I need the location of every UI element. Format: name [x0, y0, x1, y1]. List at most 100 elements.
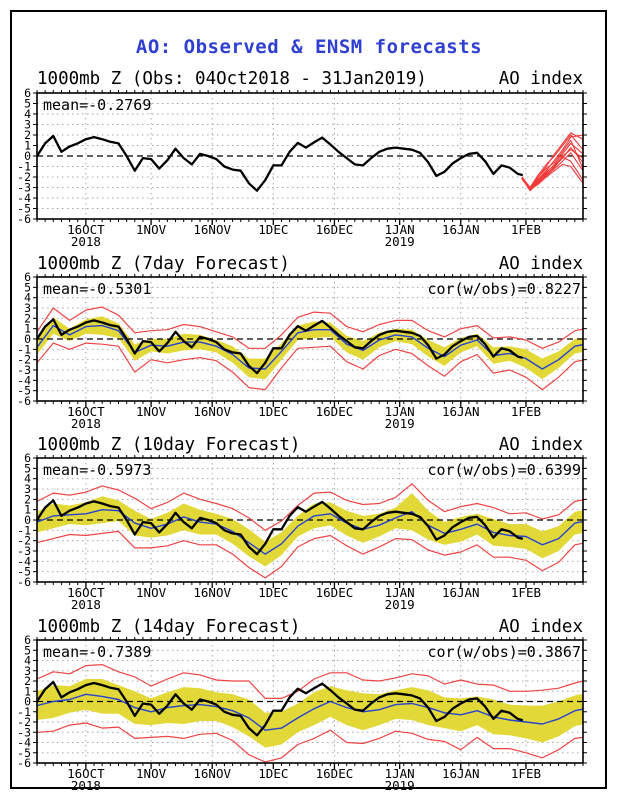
svg-text:16NOV: 16NOV	[193, 404, 231, 419]
svg-text:-3: -3	[17, 725, 31, 739]
panel-1-stats: mean=-0.2769	[43, 97, 581, 113]
svg-text:16NOV: 16NOV	[193, 766, 231, 781]
svg-text:1JAN: 1JAN	[385, 404, 415, 419]
svg-text:-3: -3	[17, 181, 31, 195]
svg-text:16JAN: 16JAN	[442, 585, 480, 600]
panel-3-header: 1000mb Z (10day Forecast) AO index	[37, 435, 583, 455]
svg-text:16DEC: 16DEC	[316, 585, 354, 600]
svg-text:-2: -2	[17, 534, 31, 548]
svg-text:-6: -6	[17, 394, 31, 408]
panel-4-stats: mean=-0.7389 cor(w/obs)=0.3867	[43, 644, 581, 660]
svg-text:-3: -3	[17, 544, 31, 558]
svg-text:16NOV: 16NOV	[193, 222, 231, 237]
svg-text:2019: 2019	[385, 234, 415, 249]
svg-text:-1: -1	[17, 342, 31, 356]
svg-text:16OCT: 16OCT	[67, 585, 105, 600]
svg-text:-1: -1	[17, 160, 31, 174]
panel-2-mean-label: mean=-0.5301	[43, 280, 152, 298]
svg-text:-1: -1	[17, 705, 31, 719]
svg-text:3: 3	[24, 301, 31, 315]
panel-2-cor-label: cor(w/obs)=0.8227	[427, 280, 581, 298]
panel-4-mean-label: mean=-0.7389	[43, 643, 152, 661]
svg-text:2019: 2019	[385, 416, 415, 431]
svg-text:-6: -6	[17, 575, 31, 589]
svg-text:-2: -2	[17, 170, 31, 184]
svg-text:1FEB: 1FEB	[511, 404, 541, 419]
svg-text:1JAN: 1JAN	[385, 766, 415, 781]
svg-text:-5: -5	[17, 384, 31, 398]
svg-text:1: 1	[24, 139, 31, 153]
svg-text:1: 1	[24, 503, 31, 517]
svg-text:-4: -4	[17, 736, 31, 750]
svg-text:-4: -4	[17, 554, 31, 568]
svg-text:4: 4	[24, 291, 31, 305]
svg-text:0: 0	[24, 332, 31, 346]
svg-text:0: 0	[24, 149, 31, 163]
svg-text:16JAN: 16JAN	[442, 404, 480, 419]
svg-text:2018: 2018	[71, 416, 101, 431]
svg-text:2019: 2019	[385, 778, 415, 793]
panel-2-stats: mean=-0.5301 cor(w/obs)=0.8227	[43, 281, 581, 297]
svg-text:1: 1	[24, 684, 31, 698]
svg-text:4: 4	[24, 472, 31, 486]
panel-1-title: 1000mb Z (Obs: 04Oct2018 - 31Jan2019)	[37, 69, 427, 89]
panel-4-header: 1000mb Z (14day Forecast) AO index	[37, 617, 583, 637]
svg-text:1FEB: 1FEB	[511, 222, 541, 237]
svg-text:3: 3	[24, 482, 31, 496]
svg-text:5: 5	[24, 461, 31, 475]
svg-text:-6: -6	[17, 756, 31, 770]
svg-text:1NOV: 1NOV	[136, 222, 167, 237]
svg-text:-1: -1	[17, 523, 31, 537]
svg-text:1FEB: 1FEB	[511, 585, 541, 600]
svg-text:16NOV: 16NOV	[193, 585, 231, 600]
svg-text:1DEC: 1DEC	[258, 222, 288, 237]
figure-title: AO: Observed & ENSM forecasts	[135, 36, 483, 58]
panel-4-axis-label: AO index	[498, 617, 583, 637]
svg-text:-2: -2	[17, 353, 31, 367]
svg-text:-4: -4	[17, 373, 31, 387]
panel-2-header: 1000mb Z (7day Forecast) AO index	[37, 254, 583, 274]
svg-text:-5: -5	[17, 202, 31, 216]
svg-text:5: 5	[24, 280, 31, 294]
svg-text:16OCT: 16OCT	[67, 222, 105, 237]
svg-text:1DEC: 1DEC	[258, 404, 288, 419]
svg-text:2018: 2018	[71, 778, 101, 793]
svg-text:1DEC: 1DEC	[258, 585, 288, 600]
panel-3-mean-label: mean=-0.5973	[43, 461, 152, 479]
svg-text:1DEC: 1DEC	[258, 766, 288, 781]
svg-text:16DEC: 16DEC	[316, 404, 354, 419]
svg-text:3: 3	[24, 118, 31, 132]
panel-4-cor-label: cor(w/obs)=0.3867	[427, 643, 581, 661]
panel-1-mean-label: mean=-0.2769	[43, 96, 152, 114]
svg-text:2018: 2018	[71, 234, 101, 249]
svg-text:3: 3	[24, 664, 31, 678]
panel-2-title: 1000mb Z (7day Forecast)	[37, 254, 290, 274]
svg-text:16DEC: 16DEC	[316, 222, 354, 237]
svg-text:16DEC: 16DEC	[316, 766, 354, 781]
panel-3-axis-label: AO index	[498, 435, 583, 455]
svg-text:1NOV: 1NOV	[136, 585, 167, 600]
svg-text:-6: -6	[17, 212, 31, 226]
figure-border	[10, 10, 607, 789]
svg-text:4: 4	[24, 107, 31, 121]
svg-text:0: 0	[24, 513, 31, 527]
svg-text:1JAN: 1JAN	[385, 222, 415, 237]
svg-text:1FEB: 1FEB	[511, 766, 541, 781]
panel-2-axis-label: AO index	[498, 254, 583, 274]
panel-1-header: 1000mb Z (Obs: 04Oct2018 - 31Jan2019) AO…	[37, 69, 583, 89]
svg-text:6: 6	[24, 633, 31, 647]
svg-text:4: 4	[24, 654, 31, 668]
svg-text:2: 2	[24, 674, 31, 688]
panel-4-title: 1000mb Z (14day Forecast)	[37, 617, 301, 637]
svg-text:2: 2	[24, 492, 31, 506]
svg-text:1: 1	[24, 322, 31, 336]
svg-text:1NOV: 1NOV	[136, 404, 167, 419]
svg-text:-5: -5	[17, 746, 31, 760]
svg-text:6: 6	[24, 86, 31, 100]
svg-text:1JAN: 1JAN	[385, 585, 415, 600]
svg-text:2: 2	[24, 128, 31, 142]
svg-text:0: 0	[24, 695, 31, 709]
svg-text:-2: -2	[17, 715, 31, 729]
